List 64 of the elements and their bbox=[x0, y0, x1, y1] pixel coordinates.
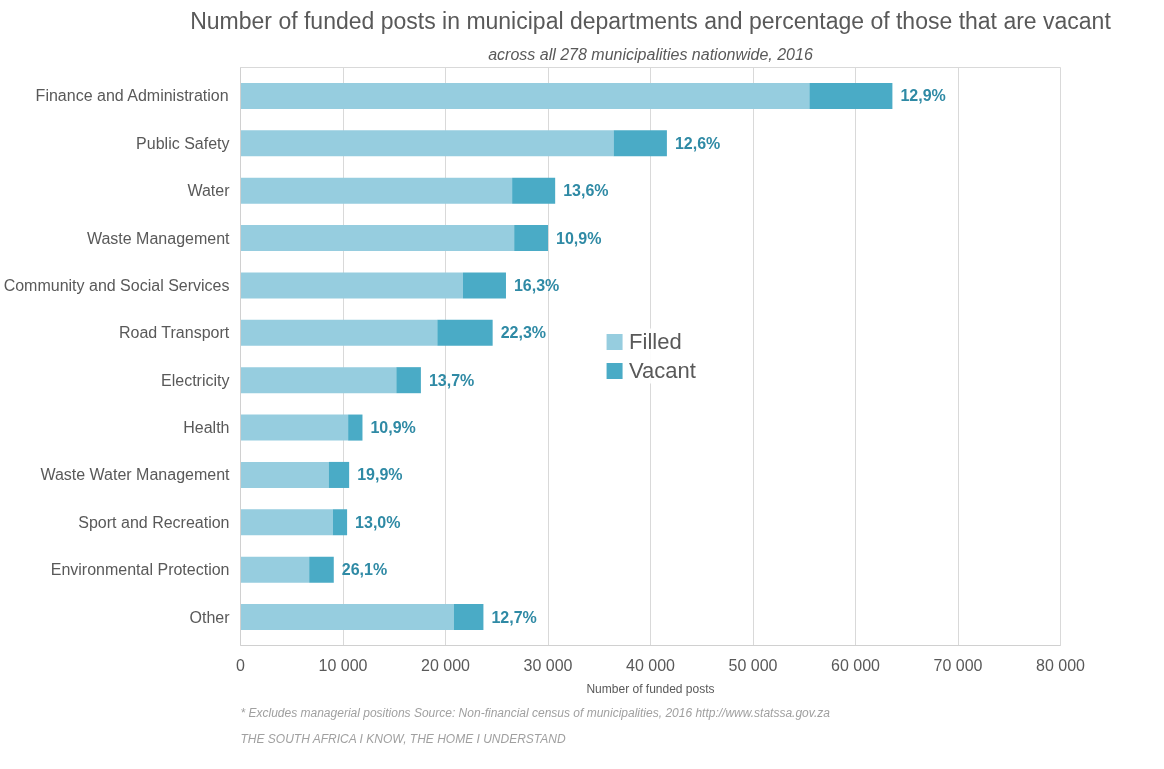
x-tick-label: 40 000 bbox=[626, 656, 676, 674]
y-tick-label: Finance and Administration bbox=[35, 87, 229, 105]
bar bbox=[332, 509, 348, 536]
bar bbox=[240, 414, 349, 441]
bar bbox=[453, 604, 484, 631]
x-tick-label: 70 000 bbox=[933, 656, 983, 674]
x-tick-label: 0 bbox=[236, 656, 246, 674]
legend-label: Vacant bbox=[629, 357, 696, 384]
x-tick-label: 50 000 bbox=[728, 656, 778, 674]
annotation: 12,9% bbox=[900, 87, 946, 105]
text: THE SOUTH AFRICA I KNOW, THE HOME I UNDERSTAND bbox=[240, 731, 566, 746]
x-tick-label: 30 000 bbox=[523, 656, 573, 674]
y-tick-label: Community and Social Services bbox=[3, 276, 230, 294]
bar bbox=[240, 509, 333, 536]
y-tick-label: Electricity bbox=[161, 371, 230, 389]
bar bbox=[240, 82, 810, 109]
bar bbox=[240, 319, 438, 346]
bar bbox=[613, 130, 667, 157]
bar bbox=[309, 556, 334, 583]
bar bbox=[240, 367, 397, 394]
legend-label: Filled bbox=[629, 328, 682, 355]
bar bbox=[240, 461, 329, 488]
bar bbox=[348, 414, 363, 441]
chart-subtitle: across all 278 municipalities nationwide, 2016 bbox=[488, 45, 813, 63]
bar bbox=[240, 556, 310, 583]
x-axis-title: Number of funded posts bbox=[586, 681, 715, 696]
annotation: 13,0% bbox=[355, 513, 401, 531]
chart-title: Number of funded posts in municipal departments and percentage of those that are vacant bbox=[190, 7, 1112, 34]
bar bbox=[437, 319, 493, 346]
annotation: 13,7% bbox=[428, 371, 475, 389]
bar bbox=[240, 225, 515, 252]
annotation: 10,9% bbox=[556, 229, 602, 247]
y-tick-label: Other bbox=[189, 608, 231, 626]
annotation: 26,1% bbox=[341, 561, 388, 579]
bar bbox=[240, 130, 614, 157]
bar bbox=[328, 461, 350, 488]
bar bbox=[240, 604, 454, 631]
annotation: 10,9% bbox=[370, 419, 416, 437]
y-tick-label: Waste Water Management bbox=[40, 466, 231, 484]
annotation: 12,7% bbox=[491, 608, 537, 626]
y-tick-label: Waste Management bbox=[86, 229, 231, 247]
annotation: 12,6% bbox=[674, 134, 721, 152]
annotation: 22,3% bbox=[500, 324, 547, 342]
y-tick-label: Public Safety bbox=[136, 134, 230, 152]
bar bbox=[809, 82, 893, 109]
annotation: 19,9% bbox=[357, 466, 403, 484]
x-tick-label: 80 000 bbox=[1036, 656, 1086, 674]
y-tick-label: Health bbox=[183, 419, 230, 437]
bar bbox=[514, 225, 548, 252]
x-tick-label: 60 000 bbox=[831, 656, 881, 674]
bar bbox=[240, 177, 513, 204]
y-tick-label: Road Transport bbox=[118, 324, 230, 342]
y-tick-label: Environmental Protection bbox=[50, 561, 230, 579]
x-tick-label: 10 000 bbox=[318, 656, 368, 674]
bar bbox=[512, 177, 556, 204]
x-tick-label: 20 000 bbox=[421, 656, 471, 674]
text: * Excludes managerial positions Source: Non-financial census of municipalities, 2016 http://www.statssa.gov.za bbox=[240, 705, 831, 720]
bar bbox=[240, 272, 463, 299]
bar bbox=[396, 367, 421, 394]
y-tick-label: Water bbox=[187, 182, 231, 200]
bar bbox=[462, 272, 506, 299]
annotation: 16,3% bbox=[513, 276, 560, 294]
annotation: 13,6% bbox=[563, 182, 609, 200]
y-tick-label: Sport and Recreation bbox=[78, 513, 230, 531]
